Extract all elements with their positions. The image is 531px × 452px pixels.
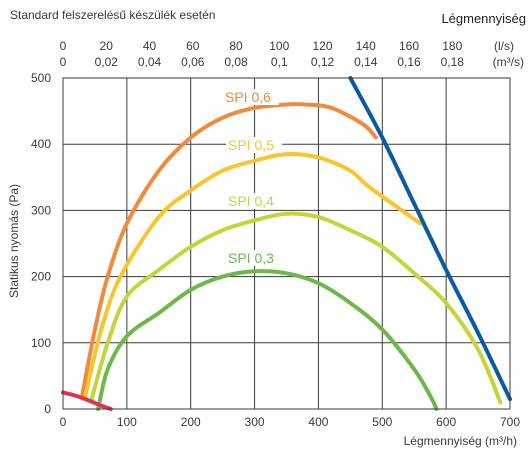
top-tick-labels: 0 0 20 0,02 40 0,04 60 0,06 80 0,08 100 0,1 120 0,12 1…	[60, 39, 465, 69]
series-labels: SPI 0,6 SPI 0,5 SPI 0,4 SPI 0,3	[223, 89, 282, 266]
top-tick-label-ls: 80	[229, 39, 243, 53]
top-tick-label-m3s: 0,18	[441, 55, 465, 69]
series-line-spi-0-4	[89, 211, 503, 405]
x-tick-labels: 0 100 200 300 400 500 600 700	[60, 415, 521, 429]
y-axis-label: Statikus nyomás (Pa)	[7, 184, 21, 298]
x-tick-label: 300	[245, 415, 265, 429]
series-line-spi-0-5	[83, 152, 423, 398]
top-tick-label-ls: 120	[312, 39, 332, 53]
top-tick-label-m3s: 0,04	[138, 55, 162, 69]
series-label: SPI 0,4	[228, 193, 274, 209]
series-line-spi-0-6	[80, 102, 378, 398]
top-tick-label-ls: 0	[60, 39, 67, 53]
y-tick-label: 100	[31, 336, 51, 350]
y-tick-labels: 0 100 200 300 400 500	[31, 71, 51, 416]
top-tick-label-m3s: 0,14	[354, 55, 378, 69]
plot-frame	[62, 77, 511, 410]
series-label-background	[226, 193, 282, 209]
top-unit-ls: (l/s)	[494, 39, 514, 53]
top-tick-label-m3s: 0,06	[181, 55, 205, 69]
top-axis-title: Légmennyiség	[441, 11, 526, 26]
top-tick-label-m3s: 0,02	[95, 55, 119, 69]
chart-subtitle: Standard felszerelésű készülék esetén	[10, 8, 215, 22]
series-label: SPI 0,5	[228, 137, 274, 153]
x-axis-label: Légmennyiség (m³/h)	[404, 434, 517, 448]
x-tick-label: 200	[181, 415, 201, 429]
grid-lines	[62, 77, 511, 410]
top-tick-label-m3s: 0,1	[271, 55, 288, 69]
top-tick-label-m3s: 0,08	[224, 55, 248, 69]
top-tick-label-ls: 140	[356, 39, 376, 53]
series-line-spi-0-3	[96, 269, 439, 411]
series-label-background	[223, 89, 279, 105]
y-tick-label: 300	[31, 203, 51, 217]
series-label-background	[226, 250, 282, 266]
y-tick-label: 0	[44, 402, 51, 416]
y-tick-label: 400	[31, 137, 51, 151]
top-tick-label-ls: 100	[269, 39, 289, 53]
top-tick-label-m3s: 0	[60, 55, 67, 69]
x-tick-label: 0	[60, 415, 67, 429]
series-line	[61, 390, 113, 411]
x-tick-label: 700	[500, 415, 520, 429]
series-layer	[61, 76, 512, 411]
top-unit-m3s: (m³/s)	[493, 55, 524, 69]
top-tick-label-ls: 60	[186, 39, 200, 53]
y-tick-label: 500	[31, 71, 51, 85]
x-tick-label: 500	[372, 415, 392, 429]
series-label: SPI 0,3	[228, 250, 274, 266]
top-tick-label-ls: 20	[100, 39, 114, 53]
x-tick-label: 100	[117, 415, 137, 429]
x-tick-label: 600	[436, 415, 456, 429]
top-tick-label-m3s: 0,12	[311, 55, 335, 69]
top-tick-label-ls: 160	[399, 39, 419, 53]
x-tick-label: 400	[308, 415, 328, 429]
series-label-background	[226, 137, 282, 153]
series-line	[348, 76, 512, 402]
top-tick-label-ls: 180	[442, 39, 462, 53]
series-label: SPI 0,6	[225, 89, 271, 105]
top-tick-label-m3s: 0,16	[397, 55, 421, 69]
y-tick-label: 200	[31, 270, 51, 284]
top-tick-label-ls: 40	[143, 39, 157, 53]
